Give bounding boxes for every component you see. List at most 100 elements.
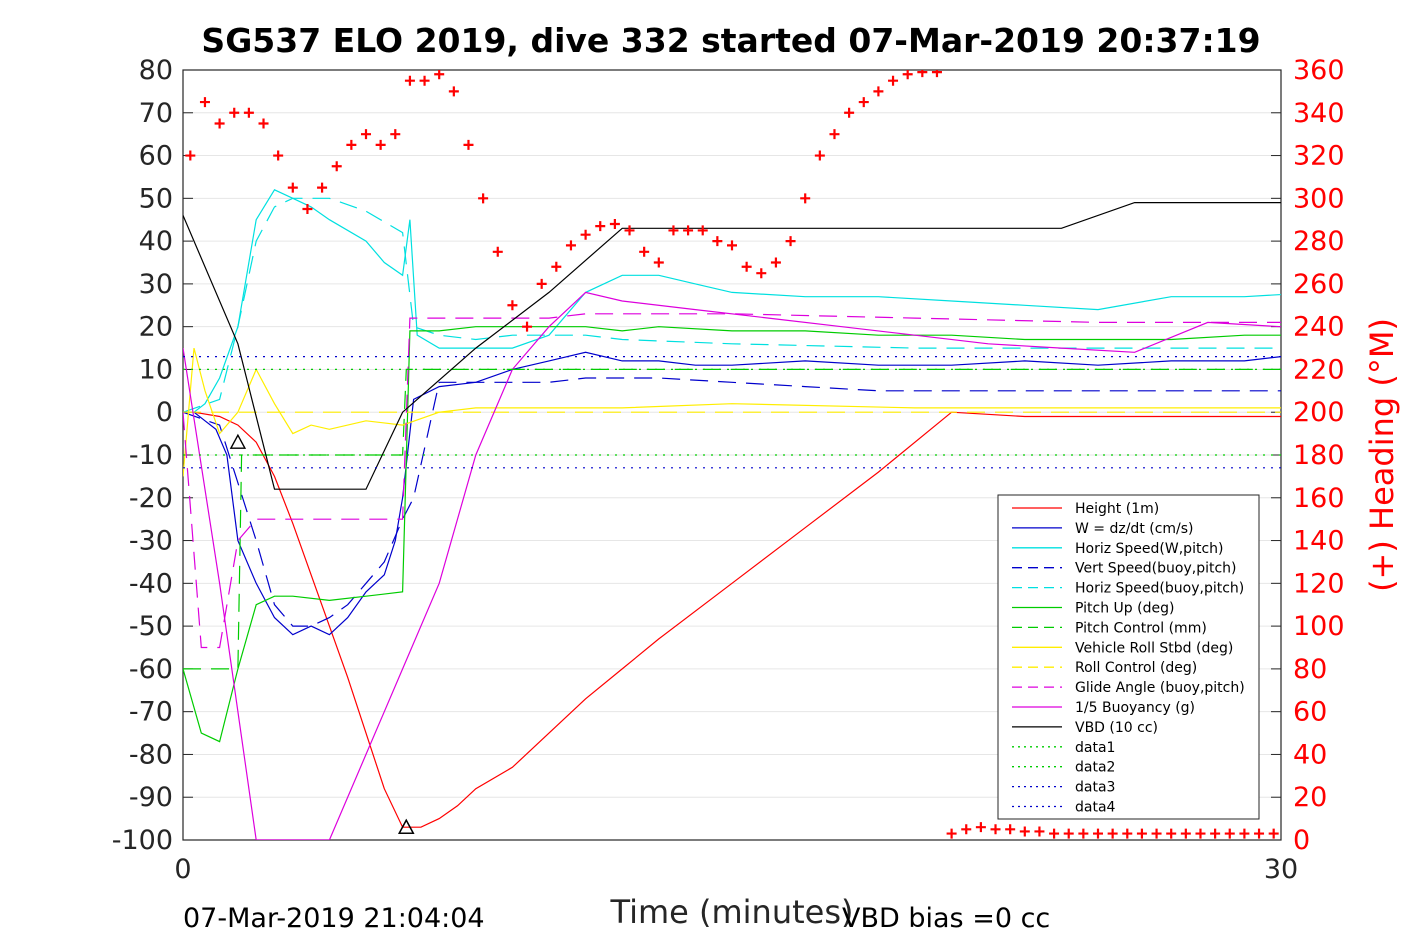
y-tick-label-left: 80 bbox=[139, 55, 173, 86]
y-axis-left: 80 70 60 50 40 30 20 10 0 -10 -20 -30 -40 -50 -60 -70 -8… bbox=[112, 55, 193, 856]
heading-point bbox=[580, 229, 591, 240]
heading-point bbox=[243, 107, 254, 118]
heading-point bbox=[756, 268, 767, 279]
legend-label: Roll Control (deg) bbox=[1075, 660, 1197, 676]
heading-point bbox=[727, 240, 737, 251]
y-tick-label-left: 60 bbox=[139, 141, 173, 172]
y-tick-label-right: 80 bbox=[1293, 654, 1327, 685]
heading-point bbox=[931, 70, 942, 78]
heading-point bbox=[463, 139, 474, 150]
heading-point bbox=[844, 107, 855, 118]
y-tick-label-left: 40 bbox=[139, 226, 173, 257]
y-tick-label-right: 300 bbox=[1293, 183, 1345, 214]
legend-label: W = dz/dt (cm/s) bbox=[1075, 521, 1194, 537]
heading-point bbox=[639, 246, 650, 257]
y-tick-label-left: 70 bbox=[139, 98, 173, 129]
y-axis-right-label: (+) Heading (°M) bbox=[1363, 318, 1401, 592]
heading-point bbox=[185, 150, 196, 161]
y-tick-label-right: 40 bbox=[1293, 739, 1327, 770]
x-axis: 0 30 bbox=[174, 830, 1298, 885]
x-axis-label: Time (minutes) bbox=[610, 893, 854, 931]
heading-point bbox=[361, 129, 371, 140]
y-tick-label-right: 280 bbox=[1293, 226, 1345, 257]
y-tick-label-right: 20 bbox=[1293, 782, 1327, 813]
legend-label: Glide Angle (buoy,pitch) bbox=[1075, 680, 1245, 696]
heading-point bbox=[1034, 826, 1045, 837]
heading-point bbox=[1195, 828, 1206, 839]
series-line-3 bbox=[183, 377, 1281, 627]
y-tick-label-right: 180 bbox=[1293, 440, 1345, 471]
y-tick-label-right: 340 bbox=[1293, 98, 1345, 129]
heading-point bbox=[1166, 828, 1177, 839]
heading-point bbox=[697, 225, 708, 236]
y-tick-label-left: -80 bbox=[129, 739, 173, 770]
heading-point bbox=[273, 150, 284, 161]
heading-point bbox=[609, 219, 620, 229]
series-line-10 bbox=[183, 291, 1281, 840]
heading-point bbox=[551, 261, 562, 272]
heading-point bbox=[1049, 828, 1060, 839]
heading-point bbox=[287, 182, 298, 193]
heading-point bbox=[1078, 828, 1089, 839]
heading-point bbox=[536, 278, 547, 289]
series-line-9 bbox=[183, 313, 1281, 649]
y-tick-label-left: -30 bbox=[129, 526, 173, 557]
heading-point bbox=[888, 75, 899, 86]
heading-point bbox=[199, 97, 210, 108]
y-tick-label-right: 320 bbox=[1293, 141, 1345, 172]
heading-point bbox=[229, 107, 240, 118]
y-tick-label-left: 0 bbox=[156, 397, 173, 428]
y-tick-label-left: -50 bbox=[129, 611, 173, 642]
heading-point bbox=[741, 261, 752, 272]
heading-point bbox=[1268, 828, 1279, 839]
heading-point bbox=[814, 150, 825, 161]
heading-point bbox=[258, 118, 269, 129]
y-tick-label-left: 30 bbox=[139, 269, 173, 300]
heading-point bbox=[961, 824, 972, 835]
series-line-2 bbox=[193, 189, 1281, 413]
heading-point bbox=[1254, 828, 1265, 839]
heading-point bbox=[1107, 828, 1118, 839]
y-tick-label-left: -90 bbox=[129, 782, 173, 813]
heading-point bbox=[712, 236, 723, 247]
heading-point bbox=[1019, 826, 1030, 837]
y-tick-label-left: -60 bbox=[129, 654, 173, 685]
y-tick-label-right: 120 bbox=[1293, 568, 1345, 599]
legend-label: data2 bbox=[1075, 760, 1115, 776]
legend: Height (1m) W = dz/dt (cm/s) Horiz Speed(W… bbox=[997, 494, 1260, 820]
legend-label: Pitch Up (deg) bbox=[1075, 601, 1174, 617]
heading-point bbox=[800, 193, 811, 204]
heading-point bbox=[448, 86, 459, 97]
y-tick-label-right: 220 bbox=[1293, 354, 1345, 385]
heading-point bbox=[975, 822, 986, 833]
legend-label: VBD (10 cc) bbox=[1075, 720, 1158, 736]
triangle-marker bbox=[229, 433, 247, 449]
y-tick-label-left: -70 bbox=[129, 697, 173, 728]
heading-point bbox=[653, 257, 664, 268]
heading-point bbox=[873, 86, 884, 97]
series-line-6 bbox=[183, 368, 1281, 670]
heading-point bbox=[1239, 828, 1250, 839]
chart-title: SG537 ELO 2019, dive 332 started 07-Mar-… bbox=[201, 21, 1260, 60]
series-layer bbox=[183, 189, 1281, 840]
series-line-0 bbox=[193, 411, 1281, 828]
heading-point bbox=[902, 70, 913, 80]
heading-point bbox=[668, 225, 679, 236]
y-tick-label-right: 360 bbox=[1293, 55, 1345, 86]
heading-point bbox=[419, 75, 430, 86]
y-axis-right: 3603403203002802602402202001801601401201… bbox=[1271, 55, 1345, 856]
legend-label: Pitch Control (mm) bbox=[1075, 620, 1207, 636]
heading-point bbox=[990, 824, 1001, 835]
y-tick-label-left: 20 bbox=[139, 312, 173, 343]
heading-point bbox=[404, 75, 415, 86]
heading-point bbox=[507, 300, 518, 311]
legend-label: 1/5 Buoyancy (g) bbox=[1075, 700, 1195, 716]
legend-label: Vehicle Roll Stbd (deg) bbox=[1075, 640, 1233, 656]
legend-label: Horiz Speed(buoy,pitch) bbox=[1075, 581, 1244, 597]
heading-point bbox=[375, 139, 386, 150]
y-tick-label-left: -40 bbox=[129, 568, 173, 599]
markers bbox=[229, 433, 415, 834]
heading-point bbox=[346, 139, 357, 150]
heading-point bbox=[595, 221, 606, 232]
